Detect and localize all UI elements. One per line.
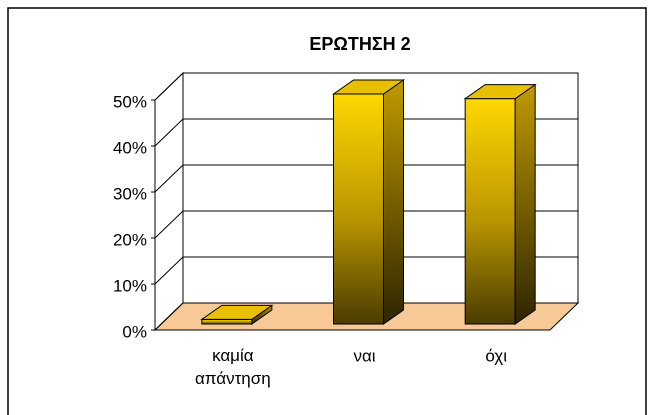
bar-front [464, 98, 516, 325]
y-tick-label: 30% [113, 184, 147, 203]
grid-line [154, 302, 578, 331]
bar [463, 83, 537, 325]
bar-front [333, 93, 384, 325]
bar-front [201, 318, 253, 325]
y-tick-label: 0% [122, 322, 147, 341]
x-tick-label: όχι [485, 346, 507, 365]
side-wall [154, 71, 184, 332]
bar [331, 79, 406, 325]
x-tick-label: καμία απάντηση [195, 346, 271, 388]
bar-top [463, 84, 537, 100]
y-tick-label: 20% [113, 230, 147, 249]
bar [200, 304, 274, 325]
bar-top [331, 79, 406, 95]
bar-top [200, 304, 274, 320]
grid-line [154, 256, 578, 285]
chart-title: ΕΡΩΤΗΣΗ 2 [309, 34, 410, 54]
y-tick-label: 40% [113, 138, 147, 157]
y-tick-label: 50% [113, 92, 147, 111]
bar-side [514, 83, 536, 325]
grid-line [154, 164, 578, 193]
label-line: καμία [212, 346, 254, 365]
label-line: απάντηση [195, 369, 271, 388]
bar-side [383, 79, 404, 325]
y-tick-label: 10% [113, 276, 147, 295]
grid-line [154, 72, 578, 101]
grid-line [154, 118, 578, 147]
grid-line [154, 210, 578, 239]
x-tick-label: ναι [353, 346, 375, 365]
